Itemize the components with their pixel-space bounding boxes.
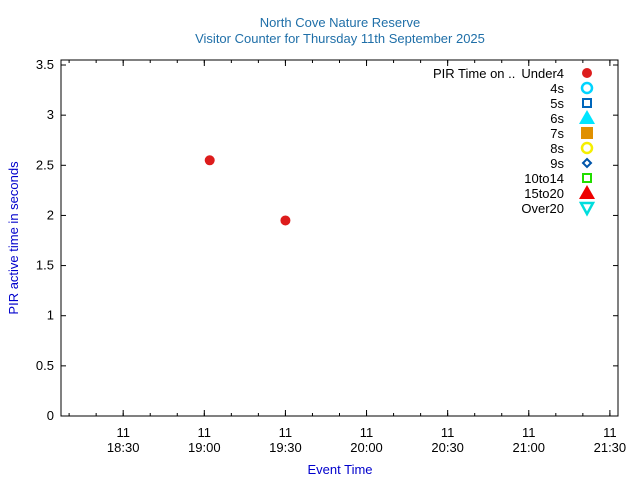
y-tick-label: 2.5 <box>36 157 54 172</box>
x-tick-day-label: 11 <box>360 425 374 440</box>
x-tick-day-label: 11 <box>198 425 212 440</box>
legend-marker <box>582 173 592 183</box>
legend-marker <box>578 201 596 217</box>
plot-area-border <box>60 59 619 417</box>
x-tick-time-label: 21:00 <box>512 440 545 455</box>
legend: PIR Time on .. Under44s5s6s7s8s9s10to1415… <box>433 66 596 217</box>
legend-marker <box>579 110 595 124</box>
legend-marker <box>581 157 593 169</box>
y-tick-label: 2 <box>47 207 54 222</box>
y-axis-label: PIR active time in seconds <box>6 161 21 315</box>
x-tick-time-label: 21:30 <box>594 440 627 455</box>
data-point <box>204 155 215 166</box>
x-axis-label: Event Time <box>307 462 372 477</box>
y-tick-label: 1.5 <box>36 258 54 273</box>
legend-label: 9s <box>550 156 564 171</box>
legend-label: 6s <box>550 111 564 126</box>
legend-marker <box>579 185 595 199</box>
legend-label: 8s <box>550 141 564 156</box>
x-tick-time-label: 20:30 <box>431 440 464 455</box>
y-tick-label: 0 <box>47 408 54 423</box>
legend-marker <box>581 127 593 139</box>
data-points <box>204 155 291 226</box>
y-tick-label: 3 <box>47 107 54 122</box>
x-tick-time-label: 19:30 <box>269 440 302 455</box>
x-tick-time-label: 18:30 <box>107 440 140 455</box>
legend-label: Over20 <box>521 201 564 216</box>
y-tick-label: 1 <box>47 308 54 323</box>
y-axis: 0 0.5 1 1.5 2 2.5 3 3.5 <box>36 57 618 423</box>
chart-title: North Cove Nature Reserve <box>260 15 420 30</box>
y-tick-label: 0.5 <box>36 358 54 373</box>
legend-label: Under4 <box>521 66 564 81</box>
data-point <box>280 215 291 226</box>
x-tick-day-label: 11 <box>522 425 536 440</box>
legend-label: 5s <box>550 96 564 111</box>
x-tick-day-label: 11 <box>279 425 293 440</box>
legend-marker <box>582 68 592 78</box>
x-tick-day-label: 11 <box>116 425 130 440</box>
legend-marker <box>582 98 592 108</box>
chart-subtitle: Visitor Counter for Thursday 11th Septem… <box>195 31 485 46</box>
y-tick-label: 3.5 <box>36 57 54 72</box>
legend-title: PIR Time on .. <box>433 66 515 81</box>
legend-marker <box>580 141 594 155</box>
legend-label: 4s <box>550 81 564 96</box>
x-axis: 1118:301119:001119:301120:001120:301121:… <box>68 60 627 455</box>
x-tick-day-label: 11 <box>603 425 617 440</box>
legend-label: 10to14 <box>524 171 564 186</box>
x-tick-time-label: 19:00 <box>188 440 221 455</box>
legend-label: 15to20 <box>524 186 564 201</box>
x-tick-day-label: 11 <box>441 425 455 440</box>
legend-marker <box>580 81 594 95</box>
x-tick-time-label: 20:00 <box>350 440 383 455</box>
legend-label: 7s <box>550 126 564 141</box>
